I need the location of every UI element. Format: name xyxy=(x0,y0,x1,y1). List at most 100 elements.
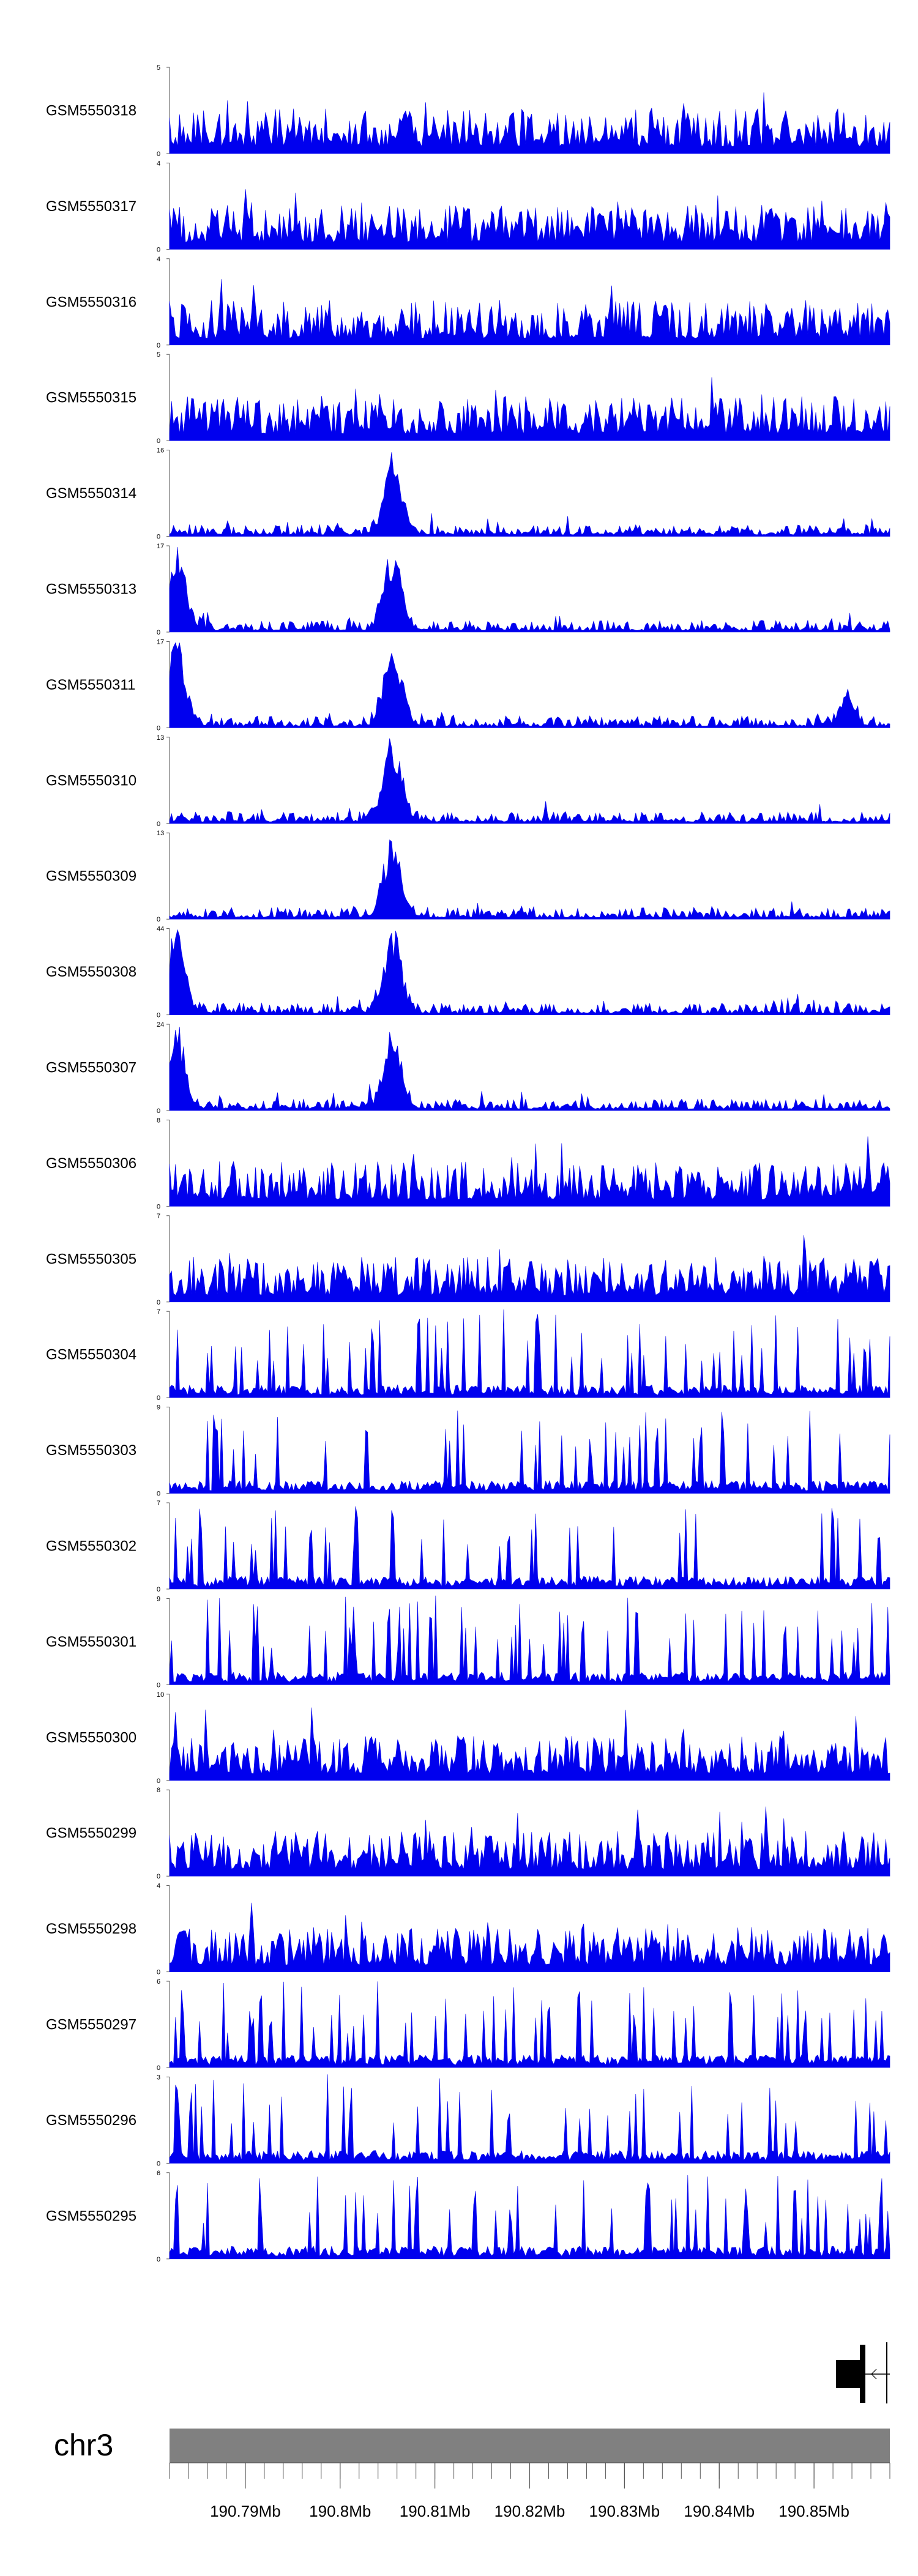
x-tick-label: 190.85Mb xyxy=(778,2502,849,2520)
coverage-tracks: GSM555031850GSM555031740GSM555031640GSM5… xyxy=(46,64,890,2263)
chromosome-label: chr3 xyxy=(54,2428,113,2462)
coverage-area xyxy=(169,1806,890,1877)
y-tick-label-min: 0 xyxy=(157,1299,160,1306)
y-tick-label-min: 0 xyxy=(157,1873,160,1880)
track-label: GSM5550309 xyxy=(46,868,136,885)
coverage-area xyxy=(169,189,890,250)
coverage-area xyxy=(169,1506,890,1590)
coverage-area xyxy=(169,1309,890,1398)
track-label: GSM5550304 xyxy=(46,1347,136,1363)
y-tick-label-max: 7 xyxy=(157,1308,160,1316)
track-GSM5550300: GSM5550300 10 0 xyxy=(46,1691,890,1785)
coverage-area xyxy=(169,1707,890,1781)
y-tick-label-min: 0 xyxy=(157,534,160,541)
x-tick-label: 190.84Mb xyxy=(684,2502,755,2520)
gene-exon-coding xyxy=(860,2345,865,2403)
x-tick-label: 190.8Mb xyxy=(309,2502,371,2520)
track-label: GSM5550299 xyxy=(46,1825,136,1842)
track-GSM5550313: GSM5550313 17 0 xyxy=(46,543,890,636)
track-label: GSM5550305 xyxy=(46,1251,136,1267)
y-tick-label-max: 7 xyxy=(157,1500,160,1507)
track-GSM5550309: GSM5550309 13 0 xyxy=(46,830,890,923)
track-GSM5550305: GSM5550305 7 0 xyxy=(46,1213,890,1306)
coverage-area xyxy=(169,1981,890,2068)
track-GSM5550314: GSM5550314 16 0 xyxy=(46,447,890,541)
y-tick-label-min: 0 xyxy=(157,724,160,732)
y-tick-label-min: 0 xyxy=(157,1969,160,1976)
track-label: GSM5550318 xyxy=(46,103,136,119)
track-GSM5550310: GSM5550310 13 0 xyxy=(46,734,890,828)
track-GSM5550311: GSM5550311 17 0 xyxy=(46,638,890,732)
coverage-area xyxy=(169,1902,890,1972)
coverage-area xyxy=(169,452,890,537)
track-label: GSM5550306 xyxy=(46,1155,136,1172)
y-tick-label-max: 5 xyxy=(157,351,160,359)
strand-arrow-icon xyxy=(871,2369,877,2380)
gene-exon-edge xyxy=(886,2342,887,2403)
track-GSM5550297: GSM5550297 6 0 xyxy=(46,1978,890,2072)
y-tick-label-min: 0 xyxy=(157,2160,160,2167)
track-GSM5550303: GSM5550303 9 0 xyxy=(46,1404,890,1498)
track-GSM5550308: GSM5550308 44 0 xyxy=(46,926,890,1019)
x-tick-label: 190.81Mb xyxy=(400,2502,471,2520)
track-GSM5550304: GSM5550304 7 0 xyxy=(46,1308,890,1402)
y-tick-label-max: 6 xyxy=(157,1978,160,1986)
track-label: GSM5550303 xyxy=(46,1442,136,1459)
y-tick-label-max: 8 xyxy=(157,1787,160,1794)
track-label: GSM5550314 xyxy=(46,485,136,502)
track-label: GSM5550301 xyxy=(46,1634,136,1650)
y-tick-label-min: 0 xyxy=(157,916,160,923)
track-label: GSM5550295 xyxy=(46,2208,136,2224)
track-GSM5550315: GSM5550315 5 0 xyxy=(46,351,890,445)
coverage-area xyxy=(169,546,890,633)
y-tick-label-max: 17 xyxy=(157,638,164,646)
y-tick-label-min: 0 xyxy=(157,246,160,253)
y-tick-label-min: 0 xyxy=(157,151,160,158)
y-tick-label-max: 10 xyxy=(157,1691,164,1699)
coverage-area xyxy=(169,929,890,1015)
y-tick-label-min: 0 xyxy=(157,1012,160,1019)
coverage-area xyxy=(169,2074,890,2164)
track-label: GSM5550296 xyxy=(46,2112,136,2129)
track-label: GSM5550313 xyxy=(46,581,136,598)
y-tick-label-min: 0 xyxy=(157,1681,160,1689)
coverage-area xyxy=(169,642,890,728)
y-tick-label-min: 0 xyxy=(157,2064,160,2072)
y-tick-label-min: 0 xyxy=(157,1778,160,1785)
track-label: GSM5550298 xyxy=(46,1921,136,1937)
y-tick-label-max: 3 xyxy=(157,2074,160,2081)
track-label: GSM5550317 xyxy=(46,198,136,215)
coverage-area xyxy=(169,377,890,441)
track-GSM5550301: GSM5550301 9 0 xyxy=(46,1595,890,1689)
y-tick-label-max: 17 xyxy=(157,543,164,550)
track-label: GSM5550302 xyxy=(46,1538,136,1555)
track-label: GSM5550297 xyxy=(46,2017,136,2033)
y-tick-label-max: 4 xyxy=(157,1883,160,1890)
y-tick-label-max: 13 xyxy=(157,830,164,837)
y-tick-label-min: 0 xyxy=(157,1491,160,1498)
y-tick-label-max: 5 xyxy=(157,64,160,72)
y-tick-label-min: 0 xyxy=(157,437,160,445)
coverage-area xyxy=(169,1136,890,1207)
y-tick-label-min: 0 xyxy=(157,629,160,636)
track-GSM5550302: GSM5550302 7 0 xyxy=(46,1500,890,1593)
track-GSM5550317: GSM5550317 4 0 xyxy=(46,160,890,253)
track-GSM5550299: GSM5550299 8 0 xyxy=(46,1787,890,1880)
coverage-area xyxy=(169,1235,890,1303)
track-label: GSM5550308 xyxy=(46,964,136,980)
y-tick-label-max: 6 xyxy=(157,2170,160,2177)
y-tick-label-min: 0 xyxy=(157,2256,160,2263)
y-tick-label-min: 0 xyxy=(157,1203,160,1210)
track-label: GSM5550300 xyxy=(46,1729,136,1746)
y-tick-label-max: 16 xyxy=(157,447,164,455)
chromosome-band xyxy=(170,2429,890,2463)
track-GSM5550318: GSM5550318 5 0 xyxy=(46,64,890,158)
coverage-area xyxy=(169,1027,890,1111)
genomic-axis: 190.79Mb 190.8Mb 190.81Mb 190.82Mb 190.83Mb 1… xyxy=(169,2462,890,2520)
coverage-area xyxy=(169,92,890,154)
track-label: GSM5550316 xyxy=(46,294,136,310)
track-GSM5550296: GSM5550296 3 0 xyxy=(46,2074,890,2167)
track-label: GSM5550311 xyxy=(46,677,135,693)
track-GSM5550316: GSM5550316 4 0 xyxy=(46,256,890,349)
